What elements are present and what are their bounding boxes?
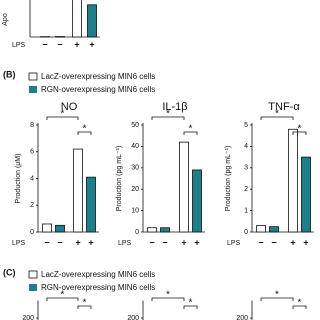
y-axis-label: Production (μM) (15, 154, 22, 204)
significance-star: * (83, 298, 87, 309)
legend-label: RGN-overexpressing MIN6 cells (41, 85, 155, 94)
x-tick-label: − (57, 39, 62, 49)
bar (147, 227, 157, 233)
legend-swatch (28, 72, 38, 81)
bar (301, 156, 311, 233)
chart-title: IL-1β (162, 101, 187, 113)
y-axis-label: Production (pg mL⁻¹) (225, 146, 232, 212)
y-tick-label: 5 (244, 122, 248, 129)
x-tick-label: + (75, 237, 80, 247)
bar (55, 224, 65, 233)
legend-swatch (29, 284, 37, 291)
x-tick-label: − (162, 237, 167, 247)
y-axis-label: Production (pg mL⁻¹) (116, 146, 123, 212)
x-row-label: LPS (12, 240, 26, 247)
x-tick-label: − (258, 237, 263, 247)
significance-bracket (46, 116, 79, 120)
significance-star: * (61, 109, 65, 120)
x-tick-label: + (194, 237, 199, 247)
bar (87, 4, 97, 38)
x-tick-label: + (181, 237, 186, 247)
y-tick-label: 10 (131, 207, 139, 214)
significance-star: * (298, 124, 302, 135)
x-tick-label: − (42, 39, 47, 49)
significance-star: * (298, 298, 302, 309)
y-tick-label: 4 (30, 175, 34, 182)
chart-title: TNF-α (268, 101, 300, 113)
x-tick-label: + (89, 39, 94, 49)
significance-bracket (260, 116, 294, 120)
x-row-label: LPS (12, 42, 26, 49)
y-tick-label: 200 (127, 315, 139, 320)
bar (269, 226, 279, 233)
x-tick-label: − (271, 237, 276, 247)
legend-label: LacZ-overexpressing MIN6 cells (41, 72, 155, 81)
significance-bracket (183, 131, 198, 135)
y-tick-label: 30 (131, 165, 139, 172)
significance-star: * (189, 298, 193, 309)
significance-bracket (77, 305, 92, 309)
y-tick-label: 0 (30, 229, 34, 236)
legend-label: LacZ-overexpressing MIN6 cells (41, 270, 155, 279)
significance-bracket (77, 131, 92, 135)
bar (256, 225, 266, 233)
bar (86, 176, 96, 233)
x-tick-label: + (88, 237, 93, 247)
significance-star: * (61, 290, 65, 301)
y-tick-label: 20 (131, 186, 139, 193)
x-tick-label: + (290, 237, 295, 247)
significance-star: * (275, 109, 279, 120)
significance-bracket (183, 305, 198, 309)
panel-label: (C) (3, 267, 16, 277)
y-tick-label: 2 (244, 186, 248, 193)
significance-star: * (83, 124, 87, 135)
x-tick-label: − (57, 237, 62, 247)
significance-bracket (151, 116, 185, 120)
y-tick-label: 0 (135, 229, 139, 236)
y-tick-label: 200 (236, 315, 248, 320)
significance-star: * (275, 290, 279, 301)
y-tick-label: 4 (244, 143, 248, 150)
x-tick-label: − (44, 237, 49, 247)
significance-bracket (151, 297, 185, 301)
bar (160, 227, 170, 233)
legend-swatch (28, 270, 38, 279)
y-axis-label: Apo (2, 13, 9, 26)
significance-star: * (166, 109, 170, 120)
legend-label: RGN-overexpressing MIN6 cells (41, 283, 155, 292)
y-tick-label: 1 (244, 207, 248, 214)
y-tick-label: 40 (131, 143, 139, 150)
bar (42, 223, 52, 233)
x-row-label: LPS (118, 240, 132, 247)
chart-title: NO (61, 101, 78, 113)
bar (288, 128, 298, 233)
y-tick-label: 3 (244, 165, 248, 172)
panel-label: (B) (3, 69, 16, 79)
y-tick-label: 6 (30, 149, 34, 156)
y-tick-label: 200 (22, 315, 34, 320)
bar (73, 148, 83, 233)
bar (72, 0, 82, 38)
significance-star: * (189, 124, 193, 135)
bar (179, 141, 189, 233)
y-tick-label: 0 (244, 229, 248, 236)
y-tick-label: 50 (131, 122, 139, 129)
significance-star: * (166, 290, 170, 301)
significance-bracket (292, 305, 307, 309)
significance-bracket (292, 131, 307, 135)
legend-swatch (29, 86, 37, 93)
x-tick-label: − (149, 237, 154, 247)
significance-bracket (46, 297, 79, 301)
x-row-label: LPS (227, 240, 241, 247)
y-tick-label: 2 (30, 202, 34, 209)
x-tick-label: + (74, 39, 79, 49)
x-tick-label: + (303, 237, 308, 247)
y-tick-label: 8 (30, 122, 34, 129)
bar (192, 169, 202, 233)
significance-bracket (260, 297, 294, 301)
